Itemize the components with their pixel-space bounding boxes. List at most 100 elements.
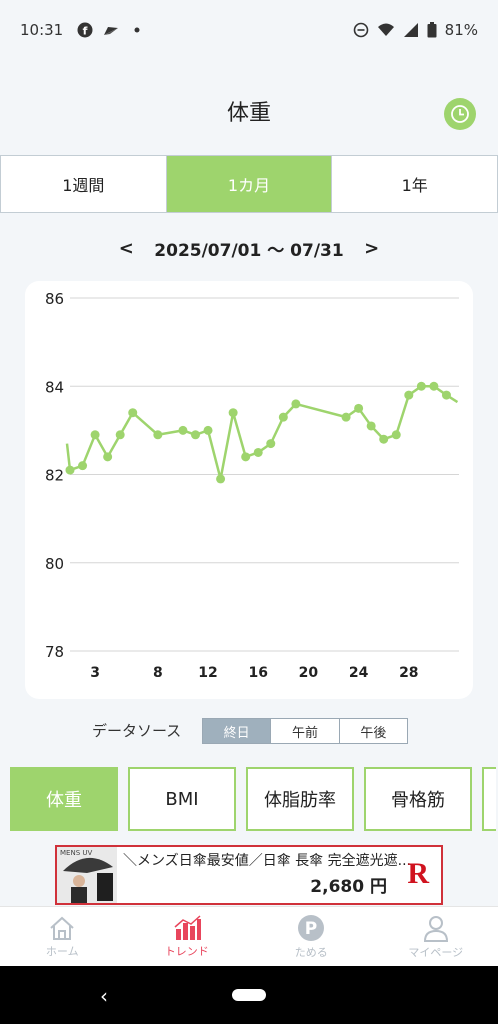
notification-dot-icon — [134, 27, 140, 33]
svg-text:P: P — [305, 919, 317, 939]
y-tick-label: 80 — [45, 555, 64, 573]
data-point — [379, 434, 389, 444]
data-point — [366, 421, 376, 431]
data-point — [115, 430, 125, 440]
facebook-icon: f — [77, 22, 93, 38]
data-point — [153, 430, 163, 440]
data-point — [266, 439, 276, 449]
status-bar: 10:31 f 81% — [0, 0, 498, 60]
history-button[interactable] — [444, 98, 476, 130]
data-point — [429, 381, 439, 391]
ad-product-image: MENS UV — [57, 847, 117, 903]
nav-points[interactable]: P ためる — [249, 907, 374, 966]
data-point — [78, 461, 88, 471]
data-point — [65, 465, 75, 475]
ad-banner[interactable]: MENS UV ＼メンズ日傘最安値／日傘 長傘 完全遮光遮... 2,680 円… — [55, 845, 443, 905]
ad-brand-label: MENS UV — [60, 849, 93, 857]
x-tick-label: 24 — [349, 665, 369, 681]
metric-weight-tab[interactable]: 体重 — [10, 767, 118, 831]
y-tick-label: 82 — [45, 467, 64, 485]
nav-home[interactable]: ホーム — [0, 907, 125, 966]
tab-1-year[interactable]: 1年 — [401, 176, 428, 195]
status-time: 10:31 — [20, 21, 64, 39]
x-tick-label: 12 — [198, 665, 217, 681]
nav-trend-label: トレンド — [164, 944, 209, 958]
tab-1-month[interactable]: 1カ月 — [166, 156, 333, 212]
source-morning[interactable]: 午前 — [271, 719, 340, 743]
bottom-navigation: ホーム トレンド P ためる マイページ — [0, 906, 498, 966]
page-header: 体重 — [0, 92, 498, 136]
system-home-pill[interactable] — [232, 989, 266, 1001]
metric-tabs: 体重 BMI 体脂肪率 骨格筋 — [10, 767, 496, 831]
period-tabs: 1週間 1カ月 1年 — [0, 155, 498, 213]
x-tick-label: 28 — [399, 665, 418, 681]
weight-chart-card: 86 84 82 80 78 3 8 12 16 20 24 28 — [25, 281, 473, 699]
data-point — [128, 408, 138, 418]
nav-home-label: ホーム — [45, 944, 79, 958]
date-range: 2025/07/01 〜 07/31 — [154, 240, 344, 261]
do-not-disturb-icon — [353, 22, 368, 38]
date-navigator: < 2025/07/01 〜 07/31 > — [0, 232, 498, 264]
data-point — [416, 381, 426, 391]
prev-period-button[interactable]: < — [118, 237, 134, 259]
data-point — [203, 425, 213, 435]
system-back-icon[interactable]: ‹ — [100, 984, 108, 1008]
data-point — [441, 390, 451, 400]
data-point — [404, 390, 414, 400]
trend-icon — [174, 914, 201, 940]
data-point — [391, 430, 401, 440]
umbrella-icon — [63, 857, 113, 903]
person-icon — [423, 915, 448, 942]
nav-mypage[interactable]: マイページ — [374, 907, 498, 966]
data-point — [178, 425, 188, 435]
page-title: 体重 — [226, 101, 271, 126]
data-point — [291, 399, 301, 409]
data-point — [228, 408, 238, 418]
data-source-selector: 終日 午前 午後 — [202, 718, 408, 744]
svg-text:f: f — [83, 25, 88, 38]
data-source-row: データソース 終日 午前 午後 — [0, 718, 498, 744]
y-tick-label: 86 — [45, 290, 64, 308]
data-point — [103, 452, 113, 462]
y-tick-label: 84 — [45, 378, 64, 396]
y-tick-label: 78 — [45, 643, 64, 661]
data-point — [241, 452, 251, 462]
x-tick-label: 16 — [248, 665, 267, 681]
paper-plane-icon — [104, 27, 119, 35]
rakuten-logo: R — [407, 857, 429, 890]
metric-body-fat-tab[interactable]: 体脂肪率 — [246, 767, 354, 831]
data-source-label: データソース — [92, 722, 182, 740]
weight-series-line — [65, 385, 459, 481]
data-point — [190, 430, 200, 440]
nav-points-label: ためる — [294, 945, 328, 959]
battery-icon — [427, 22, 437, 38]
data-point — [354, 403, 364, 413]
metric-next-tab[interactable] — [482, 767, 496, 831]
weight-line-chart: 86 84 82 80 78 3 8 12 16 20 24 28 — [45, 290, 459, 681]
ad-price: 2,680 円 — [310, 877, 387, 897]
battery-percent: 81% — [444, 21, 478, 39]
nav-mypage-label: マイページ — [408, 945, 464, 959]
data-point — [90, 430, 100, 440]
home-icon — [50, 916, 74, 940]
wifi-icon — [377, 23, 394, 36]
source-all-day[interactable]: 終日 — [203, 719, 272, 743]
points-icon: P — [298, 914, 325, 941]
system-navigation-bar: ‹ — [0, 966, 498, 1024]
data-point — [341, 412, 351, 422]
ad-text: ＼メンズ日傘最安値／日傘 長傘 完全遮光遮... — [123, 853, 411, 869]
nav-trend[interactable]: トレンド — [125, 907, 250, 966]
data-point — [253, 447, 263, 457]
x-tick-label: 20 — [299, 665, 319, 681]
signal-icon — [403, 23, 418, 37]
metric-bmi-tab[interactable]: BMI — [128, 767, 236, 831]
data-point — [278, 412, 288, 422]
source-afternoon[interactable]: 午後 — [360, 725, 387, 741]
data-point — [216, 474, 226, 484]
x-tick-label: 8 — [153, 665, 163, 681]
tab-1-week[interactable]: 1週間 — [1, 156, 167, 212]
clock-icon — [451, 105, 469, 123]
x-tick-label: 3 — [90, 665, 100, 681]
metric-skeletal-muscle-tab[interactable]: 骨格筋 — [364, 767, 472, 831]
next-period-button[interactable]: > — [364, 237, 380, 259]
